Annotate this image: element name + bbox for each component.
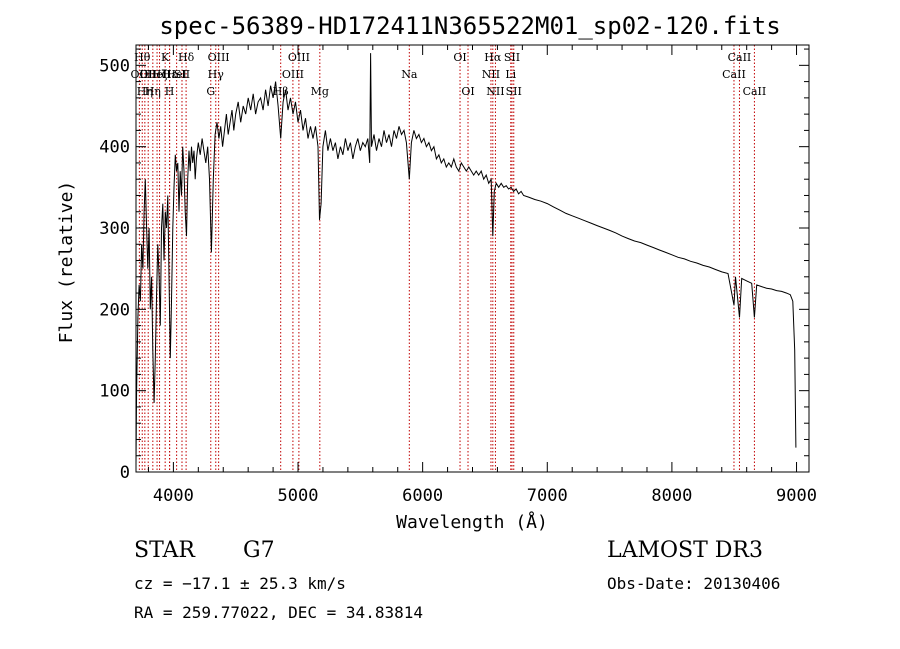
line-label-25: NII xyxy=(486,85,504,98)
line-label-30: CaII xyxy=(728,51,752,64)
x-axis-ticks: 4000 5000 6000 7000 8000 9000 xyxy=(147,45,817,506)
redshift-cz: cz = −17.1 ± 25.3 km/s xyxy=(134,574,346,593)
line-label-7: K xyxy=(161,51,170,64)
line-label-1: Hθ xyxy=(134,51,151,64)
line-label-23: NII xyxy=(482,68,500,81)
line-label-5: HeI xyxy=(147,68,167,81)
x-tick-label-5000: 5000 xyxy=(278,486,319,506)
line-label-14: Hγ xyxy=(208,68,225,81)
x-tick-label-8000: 8000 xyxy=(651,486,692,506)
line-label-3: OII xyxy=(139,68,157,81)
line-label-24: Hα xyxy=(484,51,502,64)
line-label-19: Mg xyxy=(311,85,329,98)
x-tick-label-7000: 7000 xyxy=(527,486,568,506)
line-label-21: OI xyxy=(453,51,466,64)
spectral-subclass: G7 xyxy=(243,538,275,563)
line-label-31: CaII xyxy=(743,85,767,98)
line-label-20: Na xyxy=(401,68,418,81)
x-tick-label-9000: 9000 xyxy=(776,486,817,506)
chart-title: spec-56389-HD172411N365522M01_sp02-120.f… xyxy=(159,12,780,40)
line-label-28: SII xyxy=(506,85,522,98)
x-tick-label-4000: 4000 xyxy=(153,486,194,506)
line-label-10: HeI xyxy=(166,68,186,81)
line-label-9: Hε xyxy=(162,68,178,81)
line-label-8: H xyxy=(165,85,175,98)
y-tick-label-0: 0 xyxy=(120,463,130,483)
line-label-22: OI xyxy=(461,85,474,98)
y-tick-label-300: 300 xyxy=(99,219,130,239)
y-tick-label-500: 500 xyxy=(99,56,130,76)
line-label-17: OIII xyxy=(282,68,304,81)
y-axis-ticks: 0 100 200 300 400 500 xyxy=(99,48,809,483)
line-label-18: OIII xyxy=(288,51,310,64)
line-label-0: OII xyxy=(131,68,149,81)
line-label-13: G xyxy=(206,85,215,98)
spectrum-line xyxy=(135,53,797,464)
object-type: STAR xyxy=(134,538,195,563)
line-label-6: Hζ xyxy=(152,68,168,81)
y-tick-label-200: 200 xyxy=(99,300,130,320)
line-label-4: Hη xyxy=(145,85,161,98)
line-labels: OIIHθHηOIIHηHeIHζKHHεHeISIIHδGHγOIIIHβOI… xyxy=(131,51,767,98)
line-label-12: Hδ xyxy=(178,51,195,64)
spectrum-chart: spec-56389-HD172411N365522M01_sp02-120.f… xyxy=(56,12,817,533)
line-label-29: CaII xyxy=(722,68,746,81)
x-axis-label: Wavelength (Å) xyxy=(396,511,548,533)
ra-dec: RA = 259.77022, DEC = 34.83814 xyxy=(134,603,423,622)
observation-date: Obs-Date: 20130406 xyxy=(607,574,781,593)
line-label-2: Hη xyxy=(137,85,153,98)
y-tick-label-400: 400 xyxy=(99,138,130,158)
line-label-15: OIII xyxy=(208,51,230,64)
x-tick-label-6000: 6000 xyxy=(402,486,443,506)
line-label-11: SII xyxy=(174,68,190,81)
y-tick-label-100: 100 xyxy=(99,382,130,402)
survey-name: LAMOST DR3 xyxy=(607,538,763,563)
line-label-27: SII xyxy=(504,51,520,64)
y-axis-label: Flux (relative) xyxy=(56,181,77,344)
line-label-26: Li xyxy=(505,68,516,81)
line-markers xyxy=(138,45,755,472)
